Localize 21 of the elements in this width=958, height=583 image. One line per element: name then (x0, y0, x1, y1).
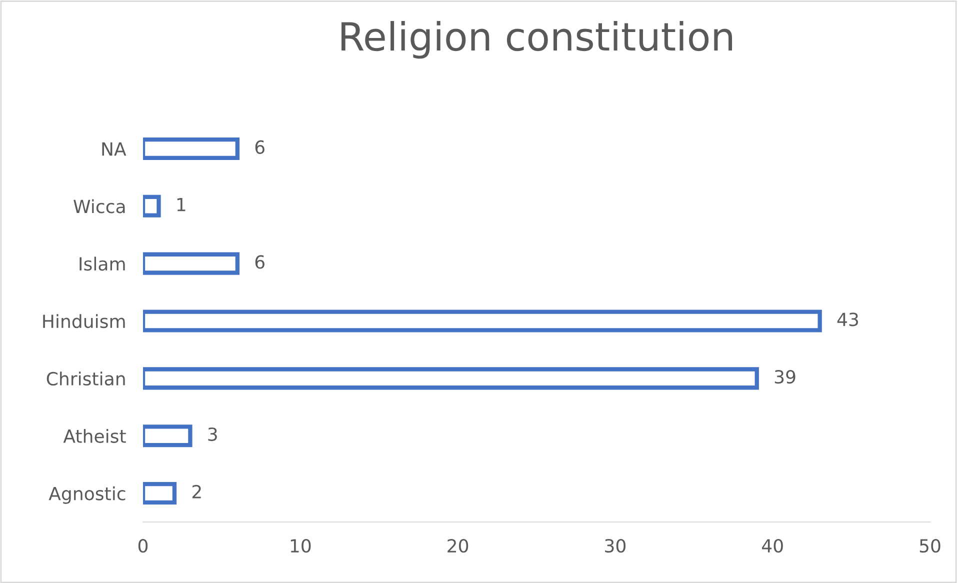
y-tick-label: Christian (46, 372, 125, 386)
y-tick-label: Hinduism (43, 314, 125, 328)
data-label: 1 (177, 198, 186, 212)
x-tick-label: 30 (605, 538, 626, 553)
y-tick-label: Agnostic (48, 486, 126, 504)
x-tick-label: 20 (448, 538, 468, 553)
data-label: 39 (774, 370, 796, 384)
x-tick-label: 40 (762, 538, 783, 553)
x-tick-label: 10 (290, 538, 311, 553)
y-tick-label: Islam (80, 256, 125, 271)
x-tick-label: 50 (920, 538, 940, 553)
y-tick-label: NA (102, 142, 126, 156)
data-label: 2 (192, 484, 201, 498)
y-tick-label: Wicca (74, 199, 125, 214)
y-tick-label: Atheist (63, 428, 126, 443)
x-tick-label: 0 (138, 538, 148, 553)
data-label: 6 (255, 140, 264, 154)
chart-title: Religion constitution (342, 21, 732, 59)
data-label: 43 (837, 312, 858, 326)
data-label: 3 (208, 427, 217, 442)
data-label: 6 (255, 255, 264, 269)
